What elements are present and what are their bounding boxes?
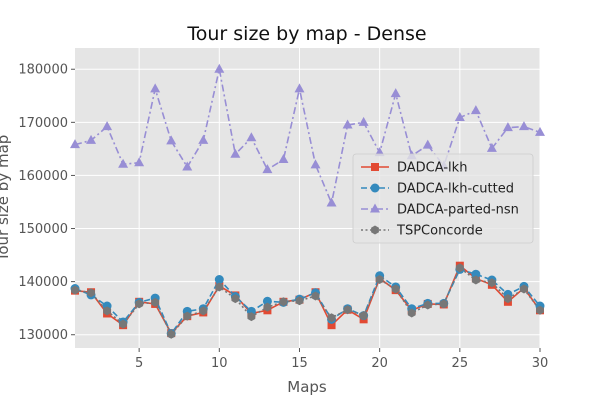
y-tick-label: 140000: [18, 275, 68, 290]
legend-entry-dadca-lkh-cutted: DADCA-lkh-cutted: [361, 182, 514, 197]
x-tick-label: 30: [532, 356, 549, 371]
data-point: [231, 294, 240, 304]
chart-title: Tour size by map - Dense: [186, 23, 426, 45]
data-point: [407, 308, 416, 318]
legend-entry-tspconcorde: TSPConcorde: [361, 224, 483, 239]
legend-label: DADCA-parted-nsn: [397, 203, 519, 218]
data-point: [326, 197, 337, 207]
legend-label: DADCA-lkh-cutted: [397, 182, 514, 197]
legend-marker: [370, 203, 380, 213]
data-point: [327, 313, 336, 323]
data-point: [358, 116, 369, 126]
data-point: [262, 164, 273, 174]
data-point: [504, 294, 512, 304]
data-point: [214, 275, 224, 285]
data-point: [87, 288, 95, 298]
data-point: [167, 329, 176, 339]
data-point: [486, 142, 497, 152]
data-point: [536, 305, 544, 315]
series-line-dadca-parted-nsn: [74, 69, 541, 206]
legend-marker: [370, 183, 380, 193]
data-point: [135, 299, 144, 309]
data-point: [102, 121, 113, 131]
data-point: [471, 269, 481, 279]
y-tick-labels: 130000 140000 150000 160000 170000 180000: [18, 63, 75, 343]
data-point: [198, 134, 209, 144]
data-point: [311, 291, 320, 301]
legend-box: [352, 153, 534, 244]
x-tick-label: 15: [291, 356, 308, 371]
y-tick-label: 150000: [18, 222, 68, 237]
data-point: [454, 112, 465, 122]
data-point: [247, 312, 256, 322]
data-point: [166, 135, 177, 145]
data-point: [150, 83, 161, 93]
data-point: [119, 319, 127, 329]
data-point: [455, 263, 464, 273]
data-point: [310, 159, 321, 169]
data-point: [502, 122, 513, 132]
data-point: [518, 121, 529, 131]
series-dadca-parted-nsn: [70, 63, 545, 207]
data-point: [278, 154, 289, 164]
data-point: [294, 83, 305, 93]
data-point: [182, 161, 193, 171]
legend-marker: [371, 225, 379, 235]
data-point: [230, 148, 241, 158]
legend-entry-dadca-parted-nsn: DADCA-parted-nsn: [361, 203, 519, 218]
data-point: [520, 284, 528, 294]
y-tick-label: 130000: [18, 328, 68, 343]
y-axis-label: Tour size by map: [0, 135, 12, 263]
series-layer: [70, 63, 545, 339]
data-point: [134, 157, 145, 167]
data-point: [183, 311, 192, 321]
data-point: [151, 297, 160, 307]
data-point: [470, 105, 481, 115]
data-point: [488, 278, 496, 288]
x-tick-label: 5: [135, 356, 143, 371]
data-point: [423, 300, 432, 310]
data-point: [295, 296, 304, 306]
data-point: [199, 306, 208, 316]
data-point: [375, 275, 384, 284]
data-point: [118, 158, 129, 168]
x-tick-label: 10: [211, 356, 228, 371]
legend-marker: [371, 163, 379, 171]
x-tick-label: 25: [452, 356, 469, 371]
y-tick-label: 160000: [18, 169, 68, 184]
x-axis-label: Maps: [287, 378, 327, 396]
data-point: [262, 296, 272, 306]
legend-entry-dadca-lkh: DADCA-lkh: [361, 161, 467, 176]
data-point: [263, 302, 272, 312]
series-tspconcorde: [71, 263, 544, 339]
data-point: [422, 139, 433, 149]
y-tick-label: 170000: [18, 116, 68, 131]
data-point: [214, 63, 225, 73]
x-tick-label: 20: [371, 356, 388, 371]
data-point: [390, 88, 401, 98]
data-point: [391, 284, 400, 294]
y-tick-label: 180000: [18, 63, 68, 78]
legend-label: DADCA-lkh: [397, 161, 467, 176]
data-point: [342, 119, 353, 129]
data-point: [471, 275, 480, 285]
x-tick-labels: 5 10 15 20 25 30: [135, 348, 548, 371]
legend-label: TSPConcorde: [396, 224, 483, 239]
data-point: [359, 311, 368, 321]
data-point: [103, 306, 111, 316]
data-point: [246, 132, 257, 142]
data-point: [71, 285, 79, 295]
data-point: [86, 134, 97, 144]
data-point: [70, 139, 80, 149]
legend: DADCA-lkh DADCA-lkh-cutted DADCA-parted-ns…: [352, 153, 534, 244]
data-point: [439, 299, 448, 309]
data-point: [327, 321, 336, 330]
data-point: [535, 126, 545, 136]
data-point: [279, 297, 288, 307]
data-point: [343, 305, 352, 315]
data-point: [215, 282, 224, 292]
